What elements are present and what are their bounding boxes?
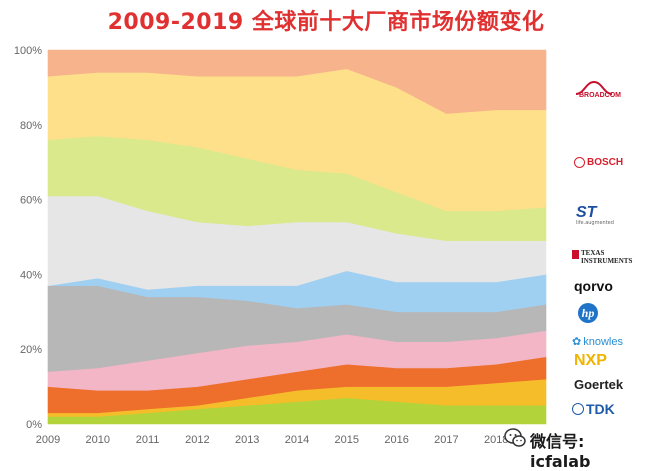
y-tick-label: 40%: [20, 269, 42, 281]
y-tick-label: 0%: [26, 419, 42, 431]
x-tick-label: 2014: [285, 434, 309, 446]
y-axis: 0% 20% 40% 60% 80% 100%: [14, 45, 42, 431]
legend-item-broadcom: BROADCOM: [566, 80, 646, 98]
x-tick-label: 2016: [384, 434, 408, 446]
legend-item-knowles: ✿ knowles: [572, 335, 623, 348]
y-tick-label: 20%: [20, 344, 42, 356]
ti-logo-icon: [572, 250, 579, 259]
legend-item-tdk: TDK: [566, 398, 646, 417]
x-tick-label: 2013: [235, 434, 259, 446]
x-tick-label: 2009: [36, 434, 60, 446]
x-tick-label: 2015: [335, 434, 359, 446]
legend-item-qorvo: qorvo: [566, 276, 646, 295]
chart-title: 2009-2019 全球前十大厂商市场份额变化: [107, 10, 545, 35]
legend-item-goertek: Goertek: [566, 374, 646, 393]
st-logo-icon: ST: [576, 204, 597, 221]
qorvo-logo-icon: qorvo: [574, 278, 613, 294]
nxp-logo-icon: NXP: [574, 352, 607, 369]
goertek-logo-icon: Goertek: [574, 377, 624, 392]
area-series-group: [47, 49, 547, 425]
bosch-logo-icon: [574, 157, 585, 168]
legend-item-st: ST life.augmented: [566, 204, 646, 227]
legend-item-ti: TEXAS INSTRUMENTS: [566, 248, 646, 267]
watermark-text: 微信号: icfalab: [530, 432, 591, 471]
x-tick-label: 2012: [185, 434, 209, 446]
legend-item-hp: hp: [566, 302, 646, 323]
y-tick-label: 80%: [20, 120, 42, 132]
legend-item-bosch: BOSCH: [566, 152, 646, 171]
watermark: 微信号: icfalab: [504, 425, 650, 471]
x-tick-label: 2018: [484, 434, 508, 446]
wechat-icon: [504, 428, 526, 447]
x-axis: 2009 2010 2011 2012 2013 2014 2015 2016 2017 2018: [36, 434, 509, 446]
x-tick-label: 2011: [136, 434, 160, 446]
svg-text:BROADCOM: BROADCOM: [579, 92, 621, 98]
x-tick-label: 2010: [86, 434, 110, 446]
legend-item-nxp: NXP: [566, 350, 646, 370]
broadcom-logo-icon: BROADCOM: [575, 80, 621, 98]
tdk-logo-icon: [572, 402, 584, 415]
y-tick-label: 100%: [14, 45, 42, 57]
hp-logo-icon: hp: [578, 303, 598, 323]
y-tick-label: 60%: [20, 195, 42, 207]
x-tick-label: 2017: [434, 434, 458, 446]
knowles-logo-icon: ✿: [572, 335, 582, 348]
area-series-broadcom: [47, 49, 547, 114]
